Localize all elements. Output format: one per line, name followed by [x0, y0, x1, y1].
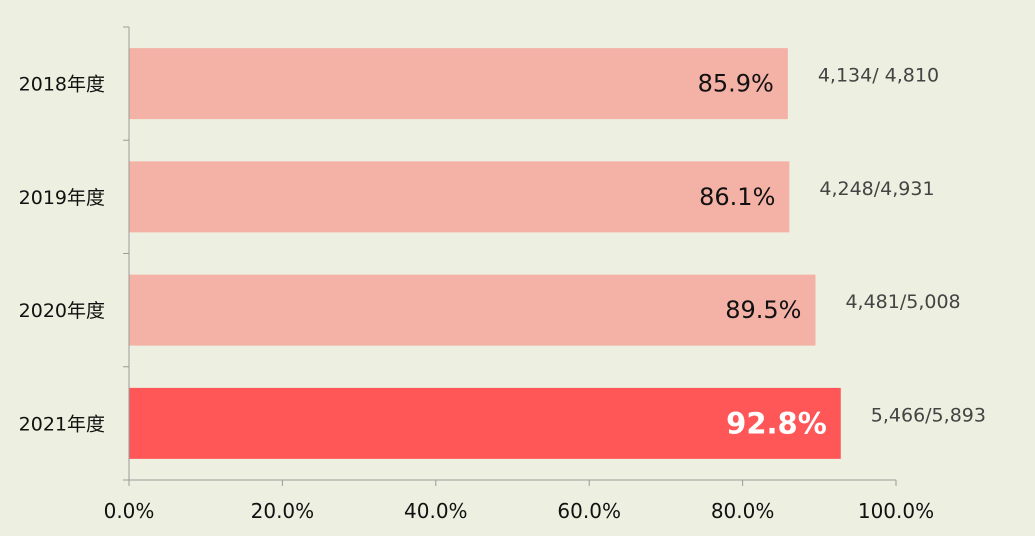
bar-4 — [129, 387, 841, 459]
category-label: 2020年度 — [19, 300, 105, 322]
bar-value-label: 89.5% — [725, 296, 801, 324]
bar-3 — [129, 274, 816, 346]
bar-count-annotation: 4,248/4,931 — [819, 178, 934, 200]
x-tick-label: 80.0% — [711, 499, 775, 523]
x-tick-label: 20.0% — [251, 499, 315, 523]
bar-2 — [129, 161, 790, 233]
axis-layer — [123, 26, 897, 486]
x-tick-label: 0.0% — [104, 499, 155, 523]
bar-count-annotation: 4,481/5,008 — [845, 291, 960, 313]
category-label: 2021年度 — [19, 413, 105, 435]
bar-count-annotation: 5,466/5,893 — [871, 404, 986, 426]
category-label: 2018年度 — [19, 74, 105, 96]
x-tick-label: 100.0% — [858, 499, 934, 523]
bar-value-label: 86.1% — [699, 183, 775, 211]
bar-value-label: 92.8% — [726, 406, 827, 440]
x-tick-label: 60.0% — [557, 499, 621, 523]
x-tick-label: 40.0% — [404, 499, 468, 523]
bar-value-label: 85.9% — [698, 70, 774, 98]
labels-layer: 85.9% 4,134/ 4,810 2018年度 86.1% 4,248/4,931 2… — [19, 65, 986, 523]
category-label: 2019年度 — [19, 187, 105, 209]
bar-count-annotation: 4,134/ 4,810 — [818, 65, 939, 87]
bars-layer — [129, 48, 841, 459]
bar-1 — [129, 48, 788, 120]
